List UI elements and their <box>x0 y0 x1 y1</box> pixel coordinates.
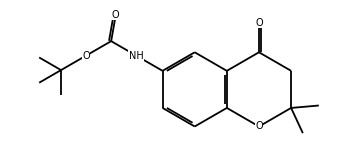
Text: O: O <box>255 122 263 131</box>
Text: O: O <box>112 10 120 20</box>
Text: O: O <box>82 51 90 61</box>
Text: NH: NH <box>129 51 144 61</box>
Text: O: O <box>255 18 263 28</box>
